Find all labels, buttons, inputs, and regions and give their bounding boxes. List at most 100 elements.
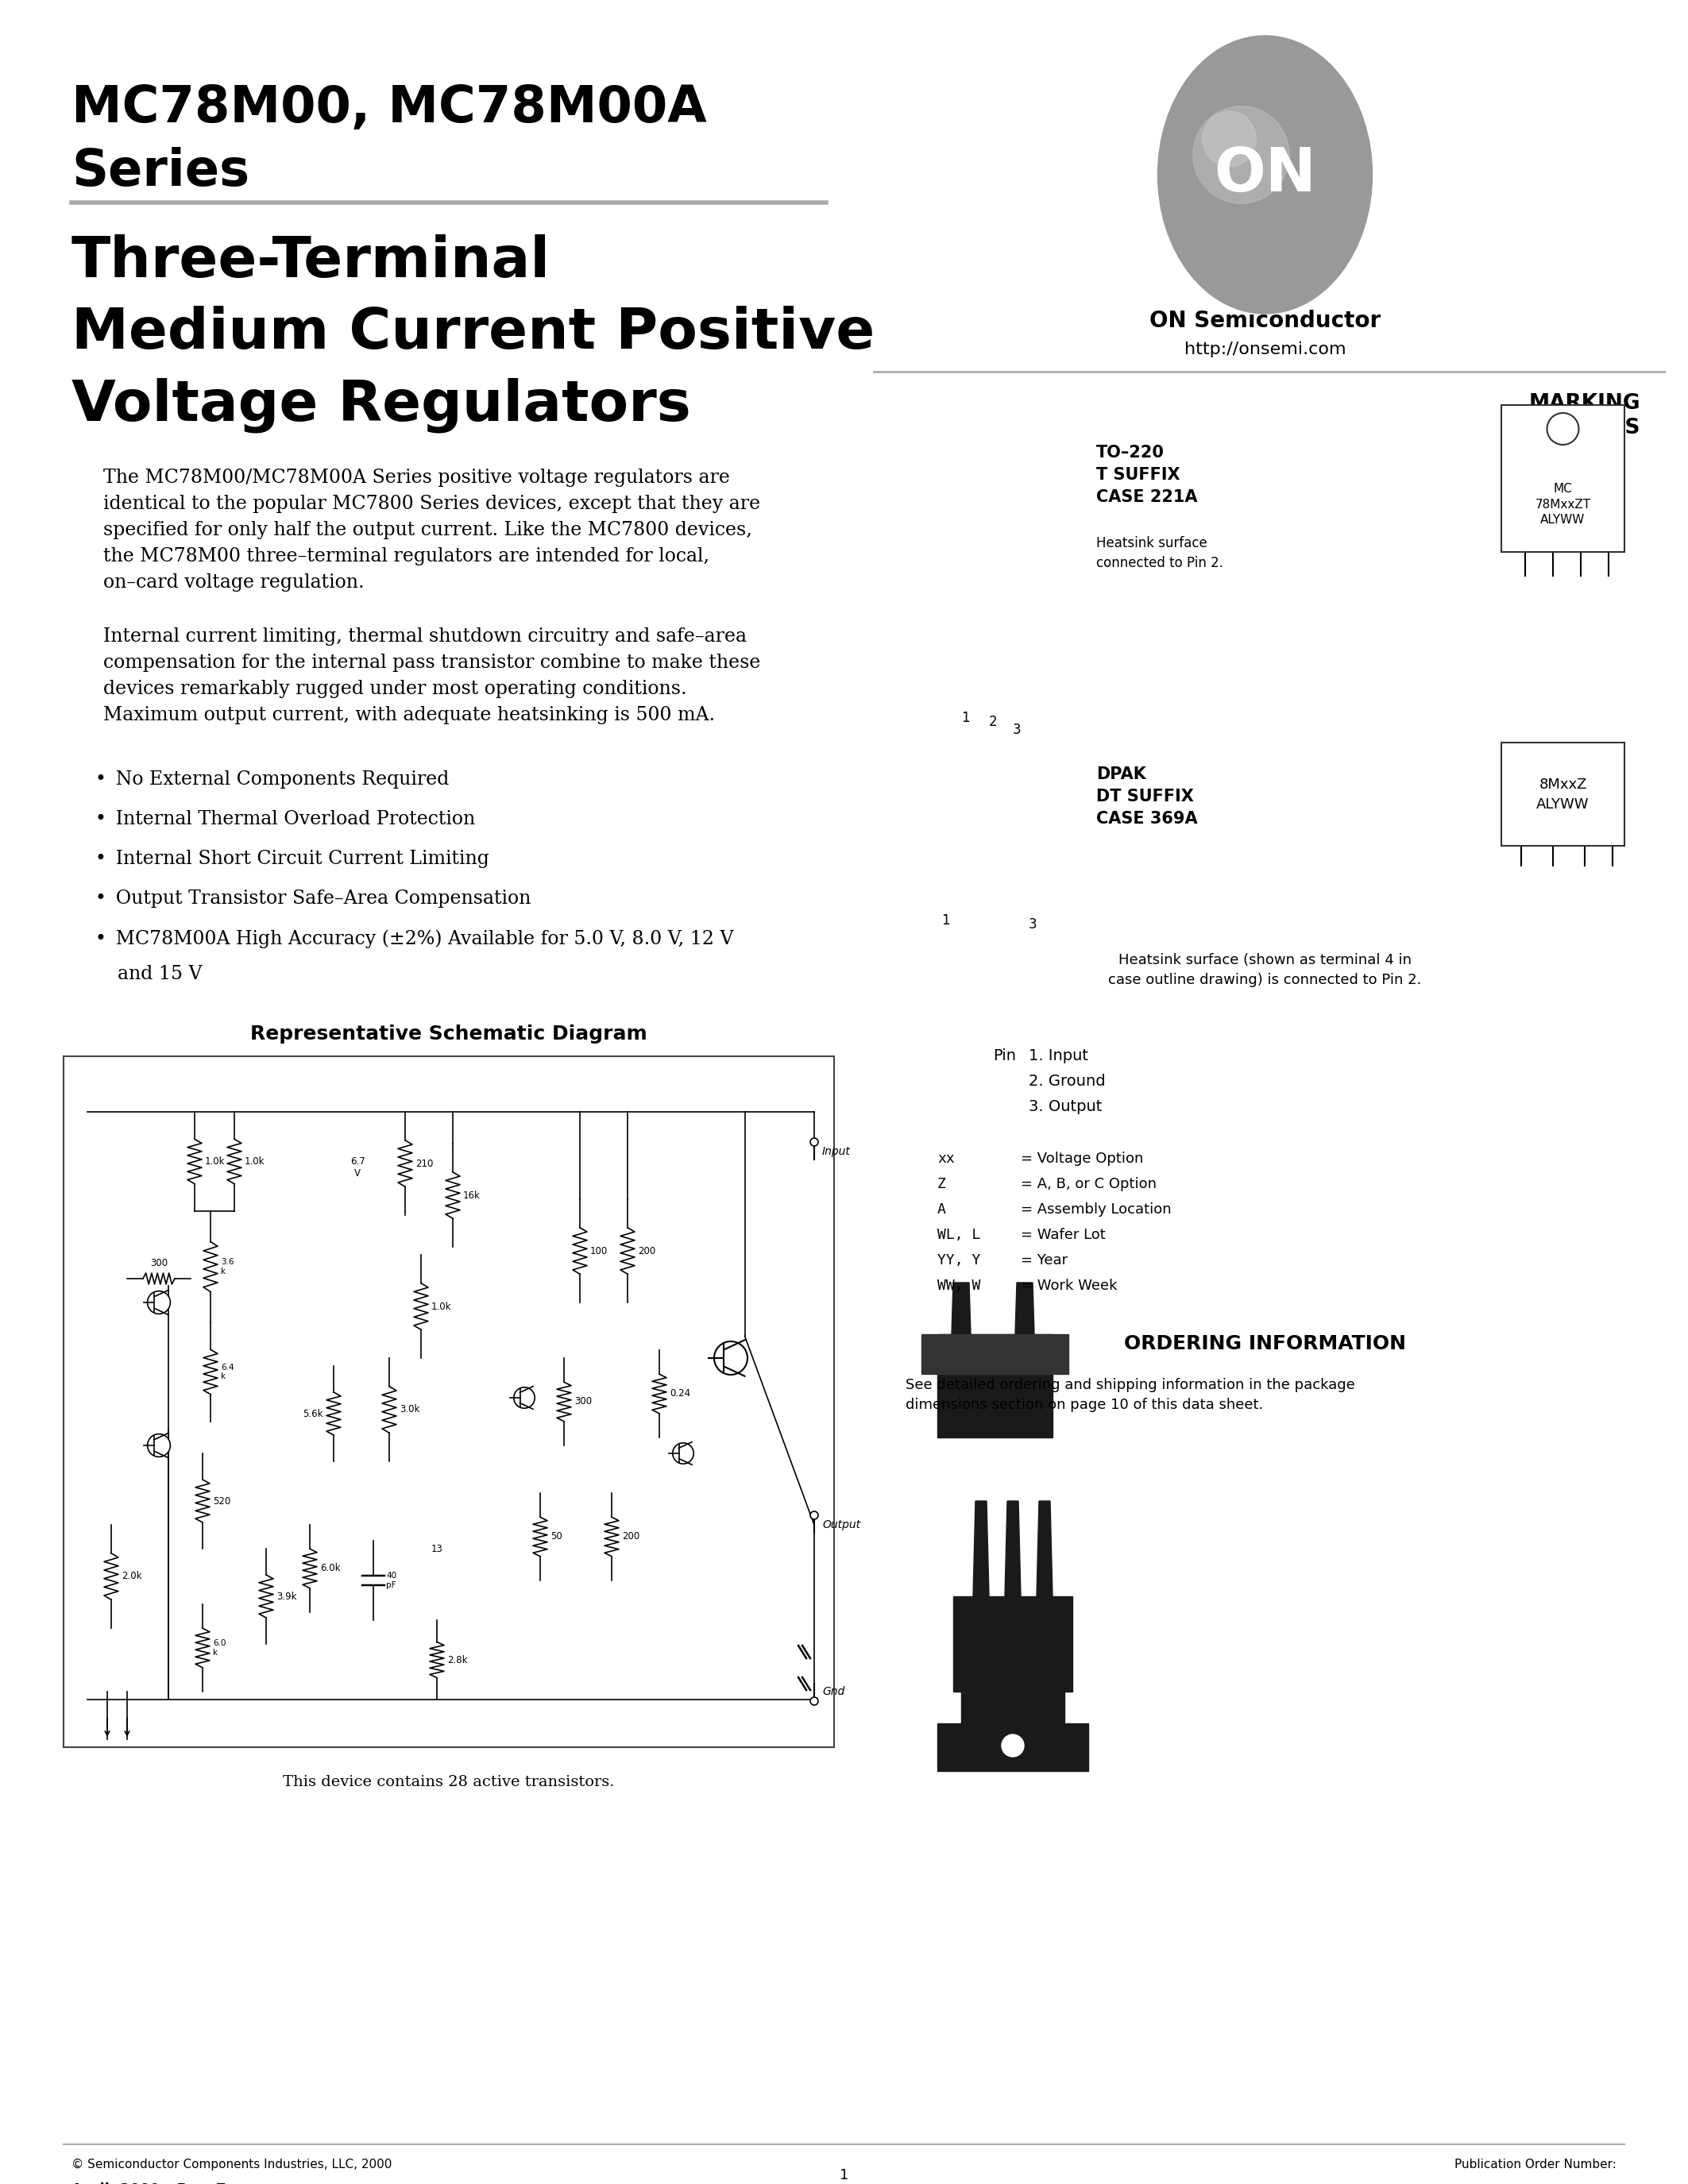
Circle shape [714, 1341, 748, 1374]
Text: 1.0k: 1.0k [432, 1302, 452, 1313]
Ellipse shape [1193, 107, 1290, 203]
Text: = Work Week: = Work Week [1021, 1278, 1117, 1293]
Ellipse shape [1158, 35, 1372, 314]
Text: 6.0k: 6.0k [321, 1564, 341, 1575]
Text: 2.8k: 2.8k [447, 1655, 468, 1664]
Text: • Internal Thermal Overload Protection: • Internal Thermal Overload Protection [95, 810, 476, 828]
Text: Input: Input [822, 1147, 851, 1158]
Polygon shape [937, 1334, 1053, 1437]
Text: 1.0k: 1.0k [245, 1155, 265, 1166]
Text: 6.0
k: 6.0 k [213, 1640, 226, 1655]
Text: Pin: Pin [993, 1048, 1016, 1064]
Text: 1: 1 [942, 913, 949, 928]
Text: 3: 3 [1028, 917, 1036, 933]
Circle shape [147, 1435, 170, 1457]
Text: MARKING
DIAGRAMS: MARKING DIAGRAMS [1514, 393, 1641, 439]
Polygon shape [937, 1693, 1089, 1771]
Text: Output: Output [822, 1520, 861, 1531]
Text: = Assembly Location: = Assembly Location [1021, 1203, 1171, 1216]
Circle shape [513, 1387, 535, 1409]
Circle shape [1546, 413, 1578, 446]
Text: 2: 2 [989, 714, 998, 729]
Text: Medium Current Positive: Medium Current Positive [71, 306, 874, 360]
Polygon shape [1004, 1500, 1021, 1597]
Text: Heatsink surface
connected to Pin 2.: Heatsink surface connected to Pin 2. [1096, 535, 1224, 570]
Ellipse shape [1202, 111, 1256, 166]
Text: 3.9k: 3.9k [277, 1592, 297, 1601]
Text: 50: 50 [550, 1531, 562, 1542]
Text: and 15 V: and 15 V [118, 965, 203, 983]
Text: WW, W: WW, W [937, 1278, 981, 1293]
Text: See detailed ordering and shipping information in the package
dimensions section: See detailed ordering and shipping infor… [905, 1378, 1355, 1413]
Text: 1: 1 [839, 2169, 849, 2182]
Text: • Internal Short Circuit Current Limiting: • Internal Short Circuit Current Limitin… [95, 850, 490, 867]
Polygon shape [954, 1597, 1072, 1693]
Text: = Wafer Lot: = Wafer Lot [1021, 1227, 1106, 1243]
Text: = Year: = Year [1021, 1254, 1069, 1267]
Text: Publication Order Number:: Publication Order Number: [1455, 2158, 1617, 2171]
Text: ON: ON [1214, 146, 1317, 203]
Text: Representative Schematic Diagram: Representative Schematic Diagram [250, 1024, 647, 1044]
FancyBboxPatch shape [1501, 404, 1624, 553]
Text: MC
78MxxZT
ALYWW: MC 78MxxZT ALYWW [1534, 483, 1590, 526]
Text: 16k: 16k [463, 1190, 481, 1201]
Polygon shape [1014, 1282, 1035, 1334]
Text: 520: 520 [213, 1496, 231, 1507]
Text: TO–220
T SUFFIX
CASE 221A: TO–220 T SUFFIX CASE 221A [1096, 446, 1197, 505]
Text: 100: 100 [591, 1245, 608, 1256]
Circle shape [810, 1511, 819, 1520]
Text: 13: 13 [430, 1544, 442, 1553]
Text: MC78M00, MC78M00A: MC78M00, MC78M00A [71, 83, 707, 133]
Text: 210: 210 [415, 1158, 434, 1168]
FancyBboxPatch shape [64, 1057, 834, 1747]
Text: 0.24: 0.24 [670, 1389, 690, 1400]
Circle shape [810, 1138, 819, 1147]
Text: 3.0k: 3.0k [400, 1404, 420, 1415]
Circle shape [672, 1444, 694, 1463]
Text: = Voltage Option: = Voltage Option [1021, 1151, 1143, 1166]
Text: 3.6
k: 3.6 k [221, 1258, 235, 1275]
Circle shape [810, 1697, 819, 1706]
Circle shape [147, 1291, 170, 1315]
Text: Voltage Regulators: Voltage Regulators [71, 378, 690, 432]
Text: This device contains 28 active transistors.: This device contains 28 active transisto… [284, 1776, 614, 1789]
Text: © Semiconductor Components Industries, LLC, 2000: © Semiconductor Components Industries, L… [71, 2158, 392, 2171]
Text: Internal current limiting, thermal shutdown circuitry and safe–area
compensation: Internal current limiting, thermal shutd… [103, 627, 761, 725]
Text: 200: 200 [621, 1531, 640, 1542]
Polygon shape [972, 1500, 989, 1597]
Text: • No External Components Required: • No External Components Required [95, 771, 449, 788]
Polygon shape [1036, 1500, 1053, 1597]
Text: 3. Output: 3. Output [1028, 1099, 1102, 1114]
Text: DPAK
DT SUFFIX
CASE 369A: DPAK DT SUFFIX CASE 369A [1096, 767, 1197, 828]
Text: The MC78M00/MC78M00A Series positive voltage regulators are
identical to the pop: The MC78M00/MC78M00A Series positive vol… [103, 470, 760, 592]
Text: • Output Transistor Safe–Area Compensation: • Output Transistor Safe–Area Compensati… [95, 889, 532, 909]
Text: ORDERING INFORMATION: ORDERING INFORMATION [1124, 1334, 1406, 1354]
Polygon shape [922, 1334, 1069, 1374]
Text: Gnd: Gnd [822, 1686, 844, 1697]
Text: 200: 200 [638, 1245, 655, 1256]
Text: Three-Terminal: Three-Terminal [71, 234, 550, 288]
Text: • MC78M00A High Accuracy (±2%) Available for 5.0 V, 8.0 V, 12 V: • MC78M00A High Accuracy (±2%) Available… [95, 928, 734, 948]
Circle shape [1001, 1734, 1025, 1756]
FancyBboxPatch shape [1501, 743, 1624, 845]
Text: 300: 300 [574, 1396, 592, 1406]
Ellipse shape [1214, 170, 1332, 227]
Text: xx: xx [937, 1151, 955, 1166]
Text: 1. Input: 1. Input [1028, 1048, 1089, 1064]
Text: YY, Y: YY, Y [937, 1254, 981, 1267]
Text: 40
pF: 40 pF [387, 1572, 397, 1590]
Text: = A, B, or C Option: = A, B, or C Option [1021, 1177, 1156, 1190]
Text: ON Semiconductor: ON Semiconductor [1150, 310, 1381, 332]
Text: 2.0k: 2.0k [122, 1570, 142, 1581]
Text: http://onsemi.com: http://onsemi.com [1185, 341, 1345, 358]
Text: Z: Z [937, 1177, 945, 1190]
Text: 2. Ground: 2. Ground [1028, 1075, 1106, 1090]
Text: 1: 1 [960, 710, 969, 725]
Text: 6.4
k: 6.4 k [221, 1363, 235, 1380]
Text: 3: 3 [1013, 723, 1021, 736]
Text: 5.6k: 5.6k [304, 1409, 324, 1420]
Text: Series: Series [71, 146, 250, 197]
Text: WL, L: WL, L [937, 1227, 981, 1243]
Text: 6.7
V: 6.7 V [349, 1155, 365, 1179]
Text: A: A [937, 1203, 945, 1216]
